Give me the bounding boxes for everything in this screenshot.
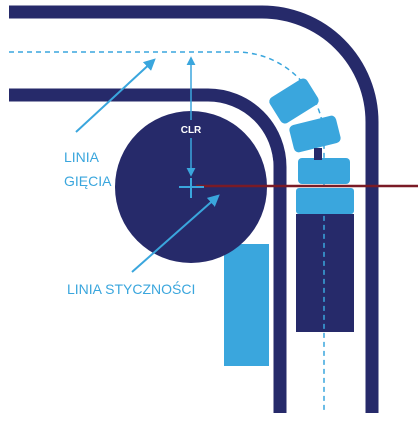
tube-inner-wall	[9, 88, 287, 413]
bend-centerline	[9, 51, 325, 413]
center-cross	[179, 178, 204, 198]
bend-line-label-2: GIĘCIA	[64, 173, 112, 189]
bend-line-label-1: LINIA	[64, 149, 100, 165]
tube-outer-wall	[9, 5, 379, 413]
tangent-line-leader	[131, 194, 220, 273]
clr-label: CLR	[181, 125, 202, 136]
clamp-die	[224, 244, 269, 366]
follower-block	[296, 214, 354, 332]
tube-inner-liner	[209, 104, 274, 356]
tangent-line-label: LINIA STYCZNOŚCI	[67, 280, 195, 297]
mandrel-segments	[269, 78, 354, 214]
bend-line-leader	[75, 58, 156, 133]
